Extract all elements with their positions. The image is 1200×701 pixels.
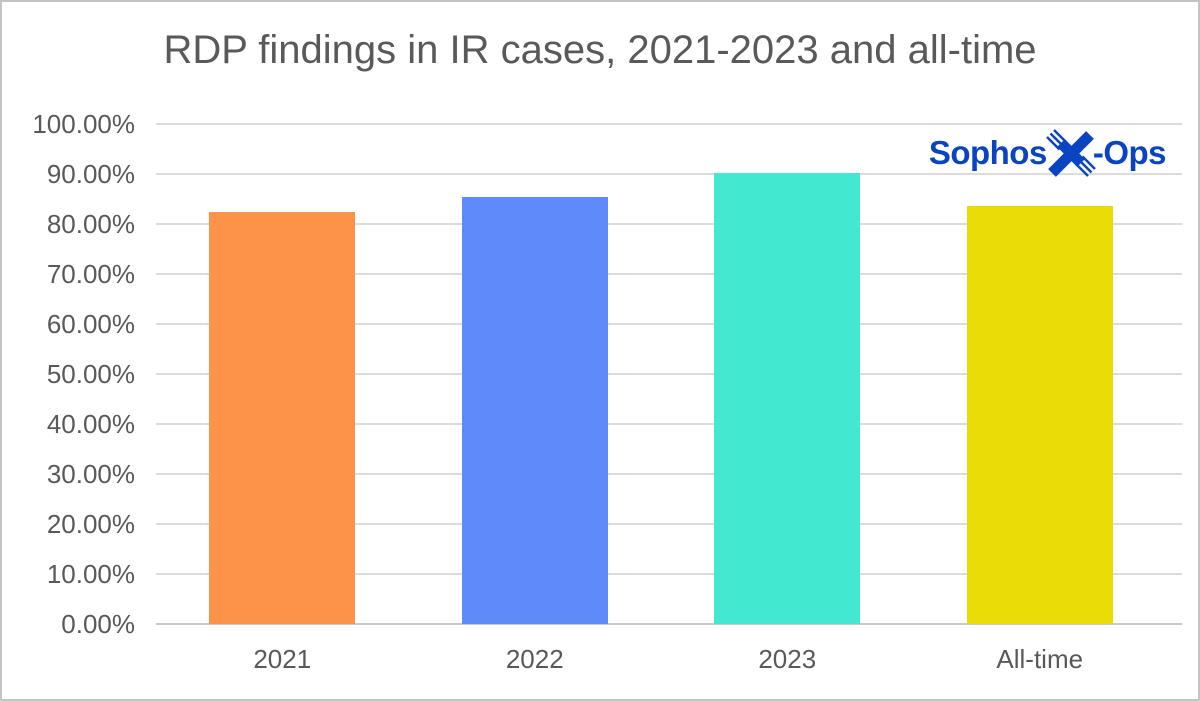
y-tick-label: 50.00% — [46, 359, 135, 389]
y-tick-label: 30.00% — [46, 459, 135, 489]
plot-area — [156, 123, 1182, 625]
x-tick-label-all-time: All-time — [996, 644, 1084, 674]
y-tick-label: 20.00% — [46, 509, 135, 539]
y-tick-label: 10.00% — [46, 559, 135, 589]
bars-layer — [156, 124, 1166, 624]
x-tick-label-2022: 2022 — [505, 644, 564, 674]
y-tick-label: 60.00% — [46, 309, 135, 339]
gridline — [156, 473, 1182, 475]
gridline — [156, 523, 1182, 525]
gridline — [156, 173, 1182, 175]
y-tick-label: 80.00% — [46, 209, 135, 239]
chart-title: RDP findings in IR cases, 2021-2023 and … — [163, 28, 1037, 72]
y-tick-label: 0.00% — [61, 609, 135, 639]
bar-cell-all-time — [914, 124, 1167, 624]
gridline — [156, 323, 1182, 325]
gridline — [156, 123, 1182, 125]
gridline — [156, 273, 1182, 275]
x-axis-line — [156, 623, 1182, 625]
y-tick-label: 70.00% — [46, 259, 135, 289]
gridline — [156, 223, 1182, 225]
x-axis-labels: 2021 2022 2023 All-time — [156, 644, 1166, 675]
y-tick-label: 40.00% — [46, 409, 135, 439]
bar-cell-2022 — [409, 124, 662, 624]
sophos-x-ops-logo: Sophos -Ops — [928, 128, 1167, 178]
bar-2021 — [209, 211, 356, 624]
gridline — [156, 573, 1182, 575]
logo-text-sophos: Sophos — [928, 134, 1048, 171]
y-tick-label: 90.00% — [46, 159, 135, 189]
x-ops-x-icon — [1045, 129, 1096, 177]
x-tick-label-2021: 2021 — [253, 644, 312, 674]
bar-all-time — [966, 205, 1113, 624]
x-tick-label-2023: 2023 — [758, 644, 817, 674]
logo-text-ops: -Ops — [1092, 134, 1167, 171]
bar-cell-2021 — [156, 124, 409, 624]
gridline — [156, 373, 1182, 375]
bar-cell-2023 — [661, 124, 914, 624]
y-tick-label: 100.00% — [32, 109, 135, 139]
bar-2023 — [714, 173, 861, 624]
bar-2022 — [461, 196, 608, 624]
gridline — [156, 423, 1182, 425]
